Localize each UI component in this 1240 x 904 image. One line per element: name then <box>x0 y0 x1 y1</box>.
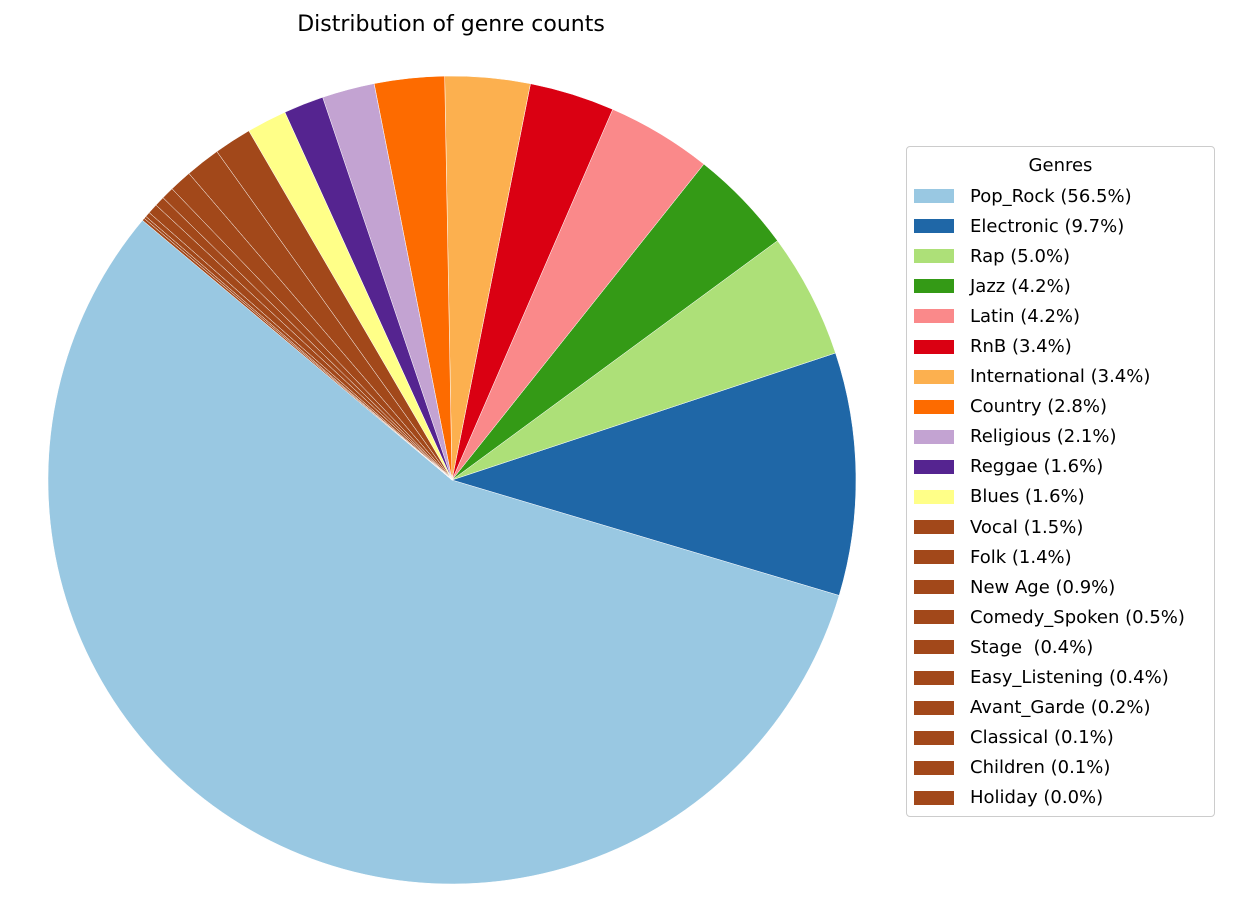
legend-item: Religious (2.1%) <box>907 422 1214 452</box>
legend-swatch <box>914 550 954 565</box>
legend-item: Holiday (0.0%) <box>907 783 1214 813</box>
legend-swatch <box>914 219 954 234</box>
legend-swatch <box>914 429 954 444</box>
legend-swatch <box>914 580 954 595</box>
chart-title: Distribution of genre counts <box>297 12 605 37</box>
legend-item: Pop_Rock (56.5%) <box>907 181 1214 211</box>
legend-label: Comedy_Spoken (0.5%) <box>970 606 1185 628</box>
legend-label: Reggae (1.6%) <box>970 456 1104 478</box>
legend-item: Vocal (1.5%) <box>907 512 1214 542</box>
legend-item: Avant_Garde (0.2%) <box>907 693 1214 723</box>
legend-swatch <box>914 339 954 354</box>
legend-swatch <box>914 189 954 204</box>
legend-swatch <box>914 640 954 655</box>
legend-label: Latin (4.2%) <box>970 305 1081 327</box>
legend-label: Religious (2.1%) <box>970 426 1117 448</box>
legend-label: Country (2.8%) <box>970 396 1108 418</box>
legend-swatch <box>914 249 954 264</box>
legend-items: Pop_Rock (56.5%) Electronic (9.7%) Rap (5.… <box>907 181 1214 813</box>
legend-item: Classical (0.1%) <box>907 723 1214 753</box>
legend-swatch <box>914 610 954 625</box>
legend-item: New Age (0.9%) <box>907 572 1214 602</box>
legend-label: Vocal (1.5%) <box>970 516 1084 538</box>
legend-swatch <box>914 489 954 504</box>
legend-label: Avant_Garde (0.2%) <box>970 697 1151 719</box>
legend-title: Genres <box>1028 155 1093 176</box>
legend-label: Holiday (0.0%) <box>970 787 1104 809</box>
legend-label: Jazz (4.2%) <box>970 275 1071 297</box>
legend-swatch <box>914 700 954 715</box>
legend-label: New Age (0.9%) <box>970 576 1116 598</box>
pie-slice <box>142 218 453 481</box>
legend-swatch <box>914 790 954 805</box>
legend-item: Electronic (9.7%) <box>907 211 1214 241</box>
legend-swatch <box>914 760 954 775</box>
legend-label: Electronic (9.7%) <box>970 215 1125 237</box>
legend-item: Country (2.8%) <box>907 392 1214 422</box>
legend-label: Stage (0.4%) <box>970 636 1094 658</box>
legend-item: Rap (5.0%) <box>907 241 1214 271</box>
legend-label: Easy_Listening (0.4%) <box>970 667 1169 689</box>
legend-swatch <box>914 670 954 685</box>
legend-label: Children (0.1%) <box>970 757 1111 779</box>
legend-item: RnB (3.4%) <box>907 331 1214 361</box>
legend-item: Reggae (1.6%) <box>907 452 1214 482</box>
legend-swatch <box>914 520 954 535</box>
legend-label: Rap (5.0%) <box>970 245 1071 267</box>
legend-label: International (3.4%) <box>970 366 1151 388</box>
legend-item: Blues (1.6%) <box>907 482 1214 512</box>
legend-swatch <box>914 399 954 414</box>
legend-item: Stage (0.4%) <box>907 632 1214 662</box>
pie-slice <box>451 352 857 596</box>
legend-swatch <box>914 369 954 384</box>
legend-label: Folk (1.4%) <box>970 546 1072 568</box>
legend-swatch <box>914 730 954 745</box>
legend-item: Comedy_Spoken (0.5%) <box>907 602 1214 632</box>
legend-item: Folk (1.4%) <box>907 542 1214 572</box>
legend-label: Classical (0.1%) <box>970 727 1114 749</box>
legend-item: Latin (4.2%) <box>907 301 1214 331</box>
legend-item: International (3.4%) <box>907 362 1214 392</box>
pie-slice <box>47 219 840 885</box>
legend-label: Blues (1.6%) <box>970 486 1085 508</box>
legend-swatch <box>914 459 954 474</box>
legend-item: Easy_Listening (0.4%) <box>907 663 1214 693</box>
legend-label: RnB (3.4%) <box>970 336 1072 358</box>
legend-swatch <box>914 309 954 324</box>
legend-item: Jazz (4.2%) <box>907 271 1214 301</box>
legend-item: Children (0.1%) <box>907 753 1214 783</box>
legend-label: Pop_Rock (56.5%) <box>970 185 1132 207</box>
legend-swatch <box>914 279 954 294</box>
legend: Genres Pop_Rock (56.5%) Electronic (9.7%)… <box>906 146 1215 817</box>
pie-chart <box>47 75 857 885</box>
